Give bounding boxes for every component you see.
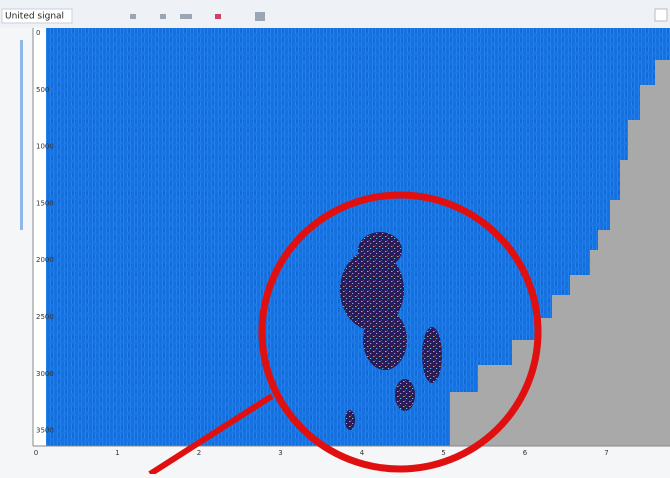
window-title: United signal: [5, 12, 64, 22]
y-tick-label: 3500: [36, 427, 54, 435]
title-tab[interactable]: [1, 8, 73, 24]
x-tick-label: 1: [115, 449, 119, 457]
toolbar: [0, 0, 670, 28]
y-tick-label: 1500: [36, 199, 54, 207]
toolbar-icons[interactable]: [130, 8, 668, 22]
x-tick-label: 7: [604, 449, 608, 457]
y-tick-label: 3000: [36, 370, 54, 378]
highlight-circle: [258, 191, 542, 473]
y-tick-label: 500: [36, 86, 49, 94]
x-tick-label: 6: [523, 449, 528, 457]
x-tick-label: 0: [34, 449, 38, 457]
scroll-indicator: [20, 40, 23, 230]
x-tick-label: 3: [278, 449, 282, 457]
x-tick-label: 2: [197, 449, 201, 457]
x-tick-label: 5: [441, 449, 445, 457]
y-tick-label: 0: [36, 29, 40, 37]
no-data-region: [450, 60, 670, 446]
x-tick-label: 4: [360, 449, 365, 457]
y-tick-label: 2500: [36, 313, 54, 321]
anomaly-blob: [340, 232, 442, 430]
pointer-arrow: [148, 393, 274, 477]
y-tick-label: 1000: [36, 143, 54, 151]
y-tick-label: 2000: [36, 256, 54, 264]
